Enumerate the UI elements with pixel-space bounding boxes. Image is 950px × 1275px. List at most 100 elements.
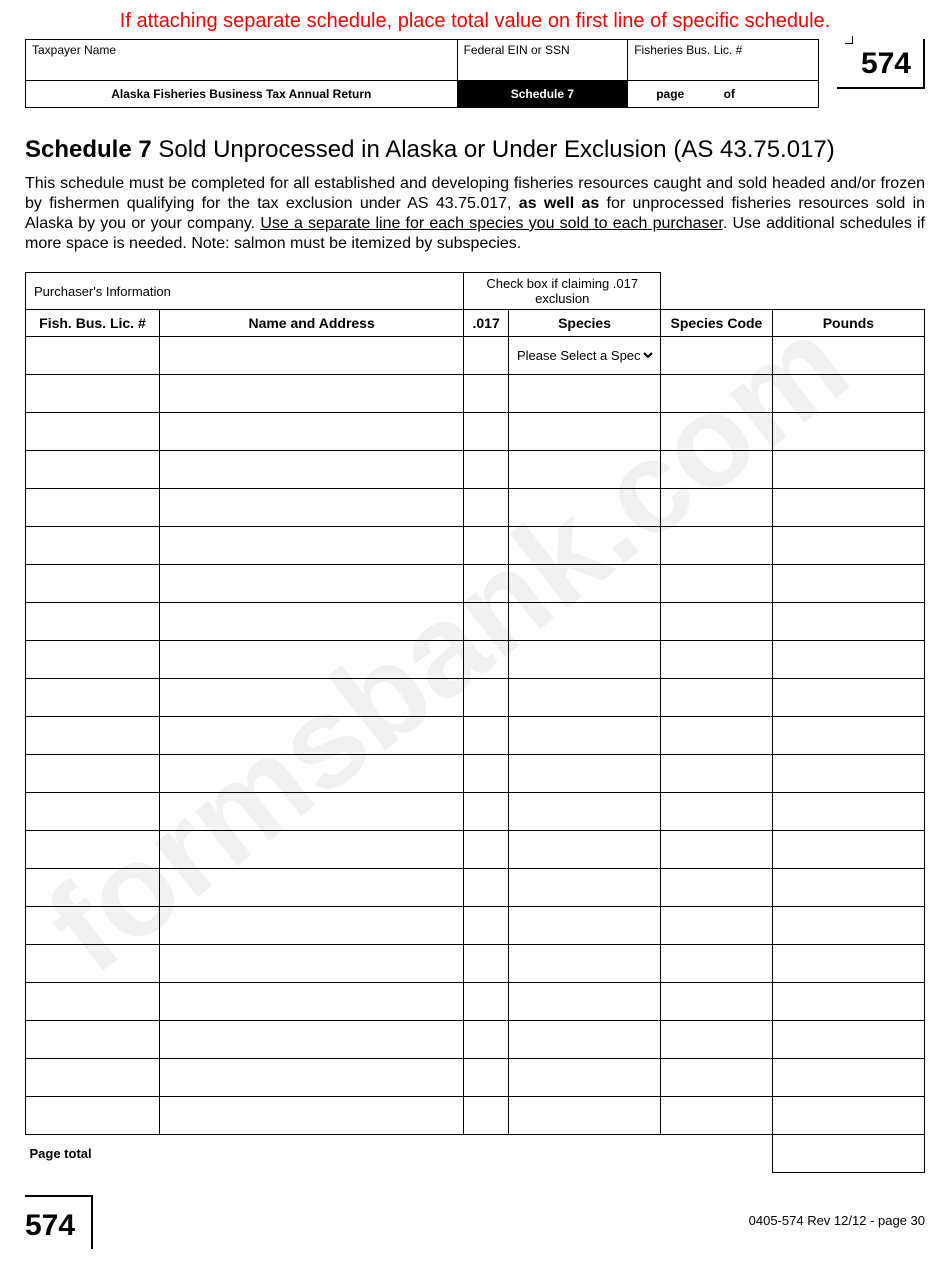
cell-species-code[interactable] (661, 869, 773, 907)
cell-species-code[interactable] (661, 983, 773, 1021)
cell-species[interactable] (508, 375, 660, 413)
cell-lic[interactable] (26, 1021, 160, 1059)
cell-name-address[interactable] (159, 1059, 463, 1097)
cell-species-code[interactable] (661, 413, 773, 451)
cell-lic[interactable] (26, 451, 160, 489)
cell-lic[interactable] (26, 907, 160, 945)
cell-species[interactable] (508, 793, 660, 831)
cell-species[interactable] (508, 451, 660, 489)
cell-lic[interactable] (26, 983, 160, 1021)
cell-pounds[interactable] (772, 869, 924, 907)
cell-lic[interactable] (26, 945, 160, 983)
cell-name-address[interactable] (159, 489, 463, 527)
cell-name-address[interactable] (159, 451, 463, 489)
cell-species-code[interactable] (661, 907, 773, 945)
cell-species[interactable] (508, 1097, 660, 1135)
cell-name-address[interactable] (159, 983, 463, 1021)
cell-pounds[interactable] (772, 983, 924, 1021)
cell-name-address[interactable] (159, 375, 463, 413)
cell-species-code[interactable] (661, 641, 773, 679)
cell-species-code[interactable] (661, 793, 773, 831)
cell-lic[interactable] (26, 337, 160, 375)
cell-pounds[interactable] (772, 337, 924, 375)
cell-017-checkbox[interactable] (464, 983, 509, 1021)
cell-species-code[interactable] (661, 717, 773, 755)
cell-name-address[interactable] (159, 1097, 463, 1135)
cell-name-address[interactable] (159, 717, 463, 755)
cell-017-checkbox[interactable] (464, 793, 509, 831)
cell-017-checkbox[interactable] (464, 907, 509, 945)
cell-species-code[interactable] (661, 527, 773, 565)
cell-017-checkbox[interactable] (464, 413, 509, 451)
cell-name-address[interactable] (159, 1021, 463, 1059)
cell-species[interactable] (508, 907, 660, 945)
cell-lic[interactable] (26, 717, 160, 755)
cell-species[interactable] (508, 717, 660, 755)
cell-name-address[interactable] (159, 603, 463, 641)
cell-lic[interactable] (26, 869, 160, 907)
cell-species-code[interactable] (661, 603, 773, 641)
cell-species-code[interactable] (661, 945, 773, 983)
cell-pounds[interactable] (772, 717, 924, 755)
cell-pounds[interactable] (772, 565, 924, 603)
cell-species[interactable] (508, 1059, 660, 1097)
cell-017-checkbox[interactable] (464, 489, 509, 527)
cell-017-checkbox[interactable] (464, 679, 509, 717)
cell-species-code[interactable] (661, 679, 773, 717)
cell-species[interactable]: Please Select a Species (508, 337, 660, 375)
cell-017-checkbox[interactable] (464, 451, 509, 489)
cell-lic[interactable] (26, 489, 160, 527)
cell-pounds[interactable] (772, 755, 924, 793)
cell-017-checkbox[interactable] (464, 603, 509, 641)
cell-pounds[interactable] (772, 1021, 924, 1059)
cell-name-address[interactable] (159, 337, 463, 375)
cell-name-address[interactable] (159, 755, 463, 793)
cell-017-checkbox[interactable] (464, 717, 509, 755)
cell-species-code[interactable] (661, 565, 773, 603)
cell-lic[interactable] (26, 793, 160, 831)
cell-017-checkbox[interactable] (464, 375, 509, 413)
cell-species-code[interactable] (661, 451, 773, 489)
cell-species[interactable] (508, 489, 660, 527)
cell-pounds[interactable] (772, 451, 924, 489)
cell-species-code[interactable] (661, 1059, 773, 1097)
cell-pounds[interactable] (772, 413, 924, 451)
cell-017-checkbox[interactable] (464, 337, 509, 375)
cell-species[interactable] (508, 869, 660, 907)
cell-017-checkbox[interactable] (464, 755, 509, 793)
cell-lic[interactable] (26, 1097, 160, 1135)
cell-pounds[interactable] (772, 907, 924, 945)
cell-name-address[interactable] (159, 869, 463, 907)
cell-lic[interactable] (26, 641, 160, 679)
cell-lic[interactable] (26, 375, 160, 413)
page-total-value[interactable] (772, 1135, 924, 1173)
cell-name-address[interactable] (159, 527, 463, 565)
cell-name-address[interactable] (159, 907, 463, 945)
cell-pounds[interactable] (772, 945, 924, 983)
cell-name-address[interactable] (159, 565, 463, 603)
cell-pounds[interactable] (772, 1059, 924, 1097)
cell-pounds[interactable] (772, 641, 924, 679)
species-select[interactable]: Please Select a Species (513, 347, 656, 364)
cell-species[interactable] (508, 413, 660, 451)
cell-lic[interactable] (26, 831, 160, 869)
cell-pounds[interactable] (772, 527, 924, 565)
cell-species[interactable] (508, 983, 660, 1021)
cell-species-code[interactable] (661, 1097, 773, 1135)
cell-name-address[interactable] (159, 793, 463, 831)
cell-017-checkbox[interactable] (464, 641, 509, 679)
cell-species-code[interactable] (661, 755, 773, 793)
cell-species[interactable] (508, 945, 660, 983)
cell-pounds[interactable] (772, 1097, 924, 1135)
cell-lic[interactable] (26, 565, 160, 603)
cell-017-checkbox[interactable] (464, 1021, 509, 1059)
cell-lic[interactable] (26, 603, 160, 641)
cell-species[interactable] (508, 1021, 660, 1059)
cell-017-checkbox[interactable] (464, 1059, 509, 1097)
cell-lic[interactable] (26, 527, 160, 565)
cell-pounds[interactable] (772, 375, 924, 413)
cell-017-checkbox[interactable] (464, 1097, 509, 1135)
cell-name-address[interactable] (159, 831, 463, 869)
cell-lic[interactable] (26, 755, 160, 793)
cell-name-address[interactable] (159, 679, 463, 717)
